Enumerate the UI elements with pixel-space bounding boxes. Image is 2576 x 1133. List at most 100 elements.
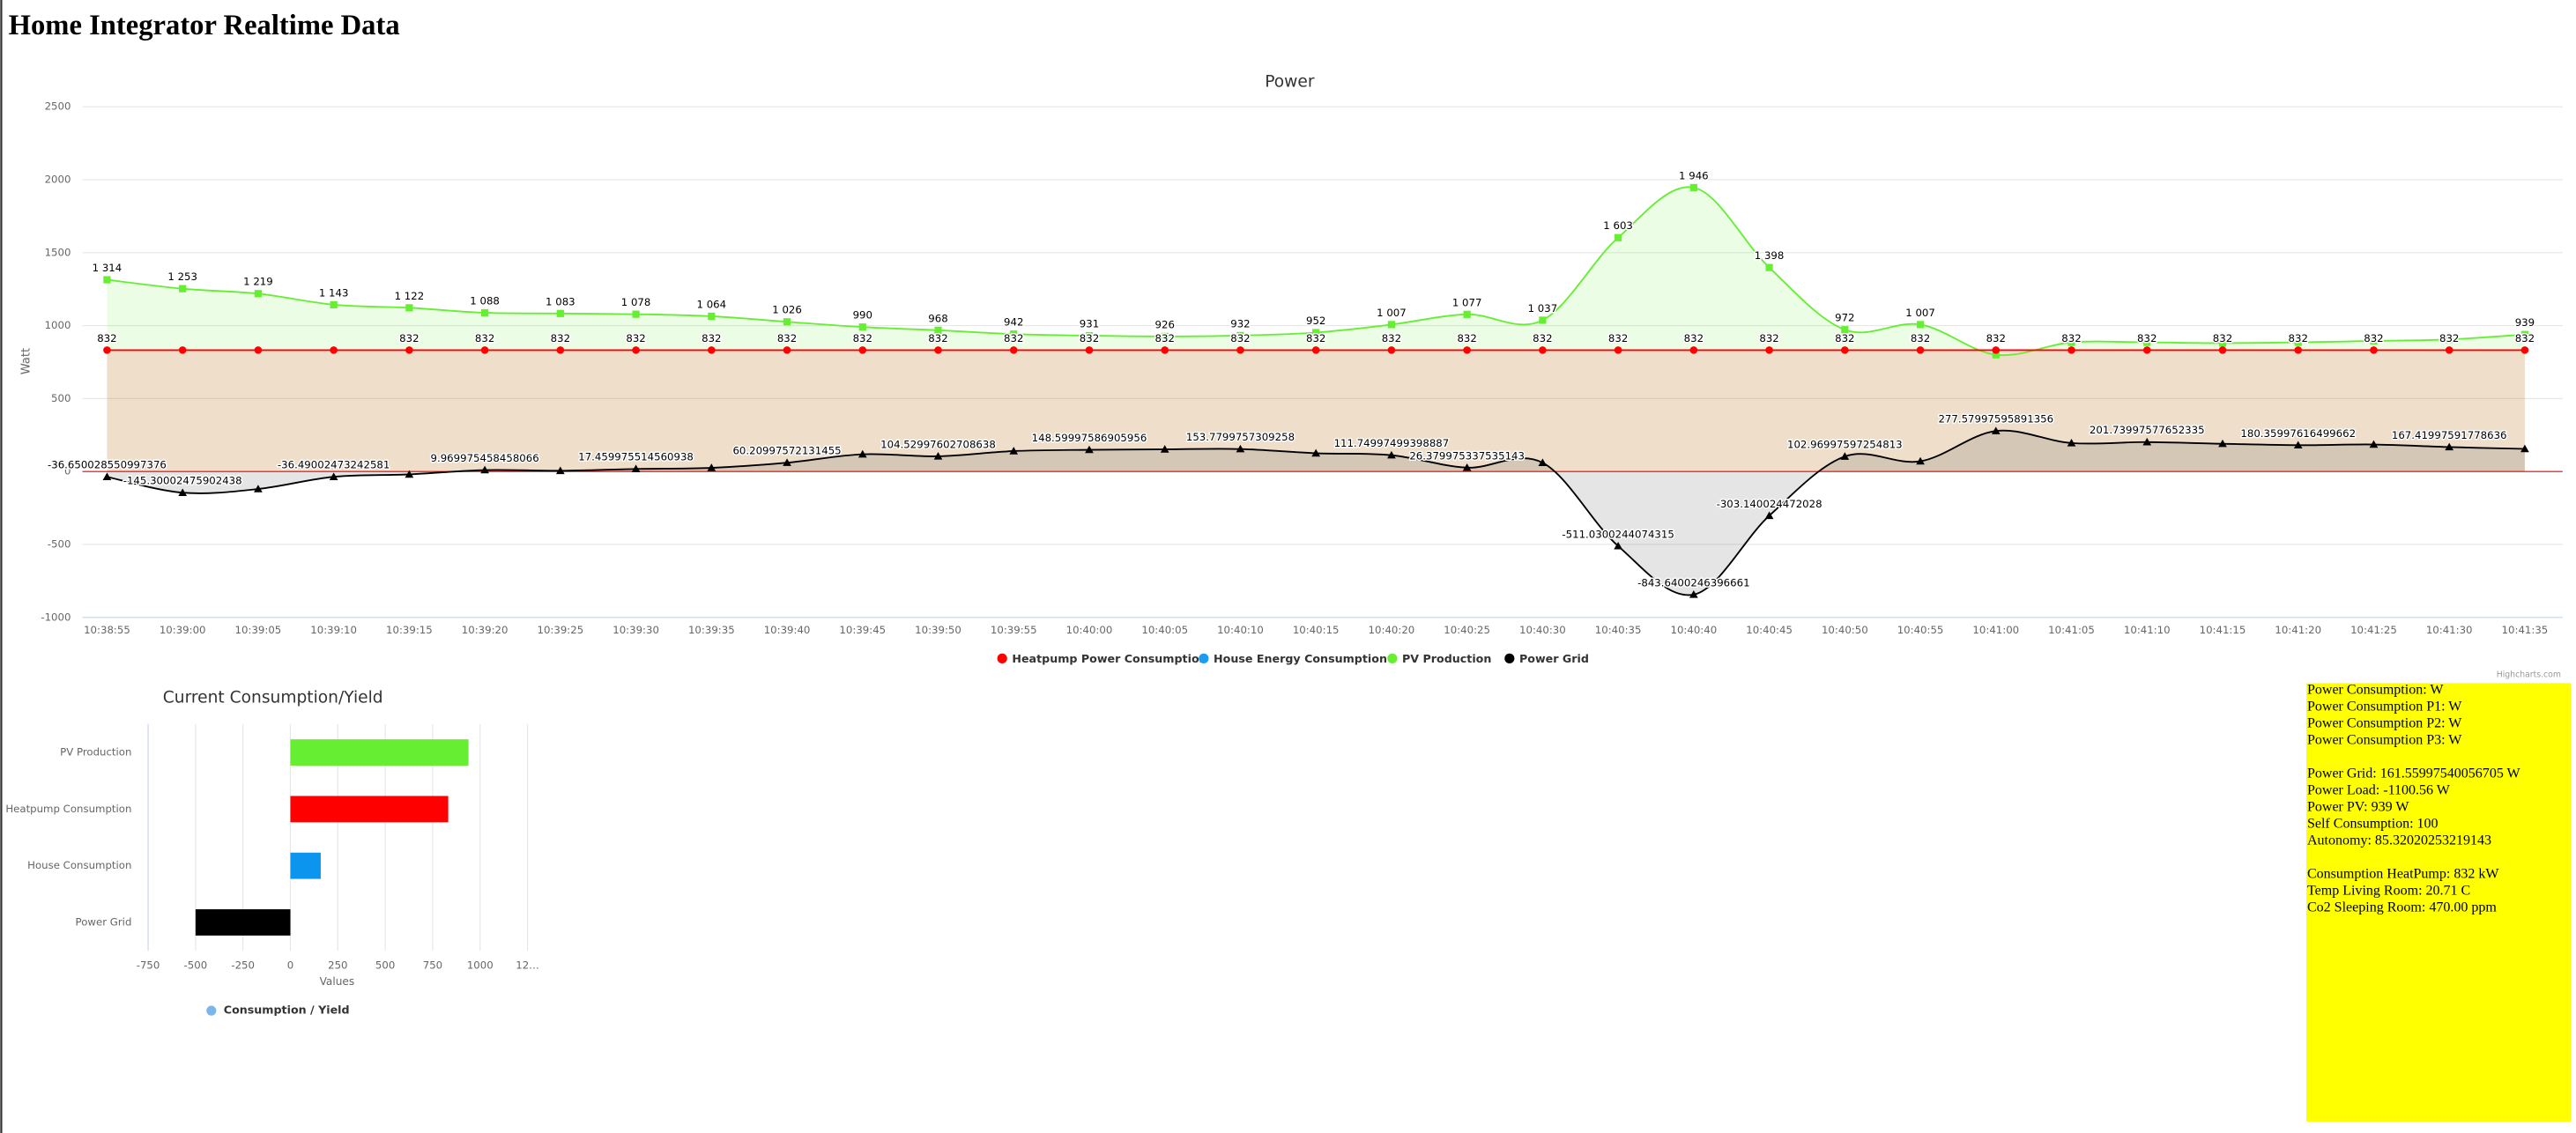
point-marker [179,285,187,293]
x-tick-label: 10:39:10 [310,624,357,636]
point-marker [2369,440,2379,448]
point-marker [1010,330,1018,338]
data-label: 832 [1457,332,1476,344]
data-label: 832 [2364,332,2383,344]
point-marker [102,472,112,480]
data-label: 832 [2061,332,2081,344]
page-title: Home Integrator Realtime Data [9,10,400,41]
legend-label: Heatpump Power Consumption [1012,652,1206,665]
x-tick-label: 10:41:05 [2048,624,2095,636]
point-marker [254,290,263,298]
info-line: Autonomy: 85.32020253219143 [2307,833,2491,848]
data-label: 277.57997595891356 [1938,413,2053,426]
point-marker [783,318,791,326]
point-marker [1160,445,1169,453]
y-tick-label: 1500 [45,246,71,258]
x-tick-label: 10:39:45 [839,624,886,636]
data-label: 1 083 [546,295,575,307]
point-marker [1161,332,1169,340]
info-line: Temp Living Room: 20.71 C [2307,884,2470,899]
point-marker [858,323,866,331]
data-label: 1 143 [319,286,349,299]
point-marker [1916,456,1925,465]
y-tick-label: 2000 [45,173,71,185]
x-tick-label: -250 [231,959,255,971]
x-tick-label: 10:39:25 [537,624,583,636]
data-label: 832 [475,332,494,344]
series-line [107,186,2525,357]
data-label: 1 398 [1755,249,1785,262]
data-label: 1 122 [395,290,425,302]
legend-symbol [997,653,1007,663]
y-tick-label: 2500 [45,100,71,113]
point-marker [1311,346,1320,354]
data-label: 990 [853,309,872,322]
data-label: 1 078 [621,296,651,308]
point-marker [1312,329,1320,337]
point-marker [1916,321,1925,329]
data-label: 102.96997597254813 [1787,439,1903,451]
data-label: 832 [928,332,947,344]
point-marker [1236,331,1244,339]
point-marker [857,449,867,458]
x-tick-label: 10:40:20 [1369,624,1415,636]
bar [195,909,291,936]
data-label: 972 [1835,312,1854,324]
data-label: 931 [1080,317,1099,330]
y-tick-label: PV Production [60,746,131,759]
x-tick-label: 10:40:35 [1595,624,1642,636]
point-marker [556,466,565,475]
point-marker [1765,263,1773,271]
bar-chart-title: Current Consumption/Yield [163,689,383,707]
info-line: Consumption HeatPump: 832 kW [2307,867,2499,882]
data-label: 148.59997586905956 [1032,432,1147,444]
data-label: 832 [1382,332,1401,344]
credits: Highcharts.com [2497,670,2561,680]
data-label: -145.30002475902438 [123,475,242,487]
point-marker [2520,346,2529,354]
point-marker [707,463,716,471]
info-line: Power Consumption P2: W [2307,715,2462,730]
point-marker [2294,346,2303,354]
x-tick-label: 10:39:15 [386,624,433,636]
y-tick-label: -1000 [41,611,71,623]
info-line: Co2 Sleeping Room: 470.00 ppm [2307,900,2497,915]
data-label: 832 [1155,332,1175,344]
data-label: 1 946 [1679,169,1709,181]
point-marker [2067,346,2075,354]
legend-label: House Energy Consumption [1214,652,1387,665]
data-label: 832 [1759,332,1778,344]
info-line: Power Consumption P3: W [2307,732,2462,747]
point-marker [1539,346,1547,354]
point-marker [1992,346,2001,354]
point-marker [1236,444,1245,453]
x-tick-label: 1000 [467,959,494,971]
data-label: 832 [1533,332,1552,344]
point-marker [1689,590,1698,598]
x-tick-label: 10:39:35 [688,624,735,636]
legend-label: Consumption / Yield [224,1003,350,1017]
data-label: 832 [702,332,721,344]
point-marker [1614,541,1622,550]
x-tick-label: 10:40:40 [1670,624,1717,636]
data-label: 832 [2213,332,2232,344]
point-marker [405,470,414,478]
x-tick-label: 10:41:25 [2350,624,2397,636]
data-label: 9.969975458458066 [431,452,539,464]
point-marker [2218,439,2227,448]
point-marker [178,346,187,354]
point-marker [1841,346,1849,354]
point-marker [1085,445,1094,454]
x-tick-label: 10:40:25 [1444,624,1490,636]
data-label: -36.49002473242581 [278,459,390,471]
point-marker [1614,346,1622,354]
data-label: 832 [2439,332,2459,344]
point-marker [103,276,111,284]
data-label: 1 007 [1377,307,1407,319]
point-marker [405,304,413,312]
point-marker [1841,326,1849,334]
data-label: -303.140024472028 [1717,498,1823,510]
data-label: 832 [551,332,570,344]
data-label: 832 [626,332,645,344]
data-label: 153.7799757309258 [1186,431,1295,443]
